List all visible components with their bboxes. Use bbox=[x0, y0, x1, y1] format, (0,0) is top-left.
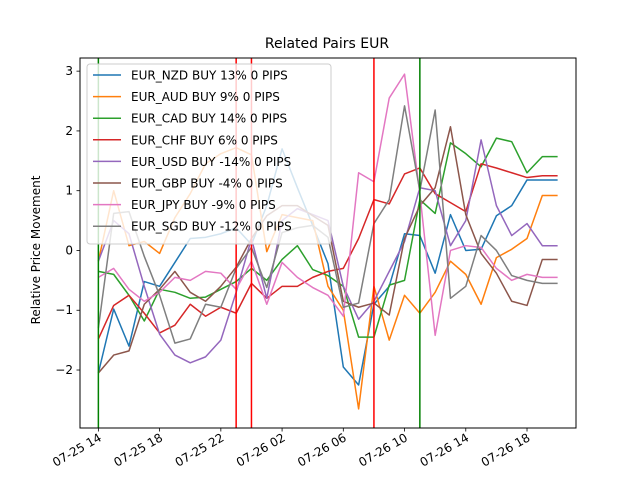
legend-label-1: EUR_AUD BUY 9% 0 PIPS bbox=[131, 90, 280, 104]
y-tick-label: 1 bbox=[65, 184, 73, 198]
legend: EUR_NZD BUY 13% 0 PIPS EUR_AUD BUY 9% 0 P… bbox=[86, 63, 332, 245]
plot-frame bbox=[79, 57, 577, 429]
legend-box bbox=[86, 63, 332, 245]
x-tick-label: 07-25 18 bbox=[111, 430, 165, 469]
legend-label-7: EUR_SGD BUY -12% 0 PIPS bbox=[131, 220, 292, 234]
x-tick-label: 07-26 18 bbox=[479, 430, 533, 469]
legend-label-4: EUR_USD BUY -14% 0 PIPS bbox=[131, 155, 291, 169]
y-tick-label: 3 bbox=[65, 64, 73, 78]
y-tick-label: 0 bbox=[65, 243, 73, 257]
series-line-3 bbox=[97, 163, 558, 340]
x-tick-label: 07-25 22 bbox=[173, 430, 227, 469]
x-tick-label: 07-25 14 bbox=[50, 430, 104, 469]
legend-label-3: EUR_CHF BUY 6% 0 PIPS bbox=[131, 133, 278, 147]
legend-label-6: EUR_JPY BUY -9% 0 PIPS bbox=[131, 198, 276, 212]
x-axis: 07-25 14 07-25 18 07-25 22 07-26 02 07-26 06… bbox=[50, 428, 533, 470]
x-tick-label: 07-26 10 bbox=[356, 430, 410, 469]
y-axis-label: Relative Price Movement bbox=[29, 175, 43, 324]
series-line-2 bbox=[98, 137, 558, 338]
y-axis: −2 −1 0 1 2 3 bbox=[55, 64, 80, 377]
legend-label-2: EUR_CAD BUY 14% 0 PIPS bbox=[131, 112, 287, 126]
series-line-0 bbox=[97, 148, 558, 386]
x-tick-label: 07-26 02 bbox=[234, 430, 288, 469]
legend-label-5: EUR_GBP BUY -4% 0 PIPS bbox=[131, 177, 283, 191]
y-tick-label: −1 bbox=[55, 303, 73, 317]
chart-title: Related Pairs EUR bbox=[265, 36, 389, 52]
x-tick-label: 07-26 06 bbox=[295, 430, 349, 469]
legend-label-0: EUR_NZD BUY 13% 0 PIPS bbox=[131, 69, 288, 83]
y-tick-label: 2 bbox=[65, 124, 73, 138]
series-line-6 bbox=[97, 73, 558, 337]
y-tick-label: −2 bbox=[55, 363, 73, 377]
x-tick-label: 07-26 14 bbox=[418, 430, 472, 469]
